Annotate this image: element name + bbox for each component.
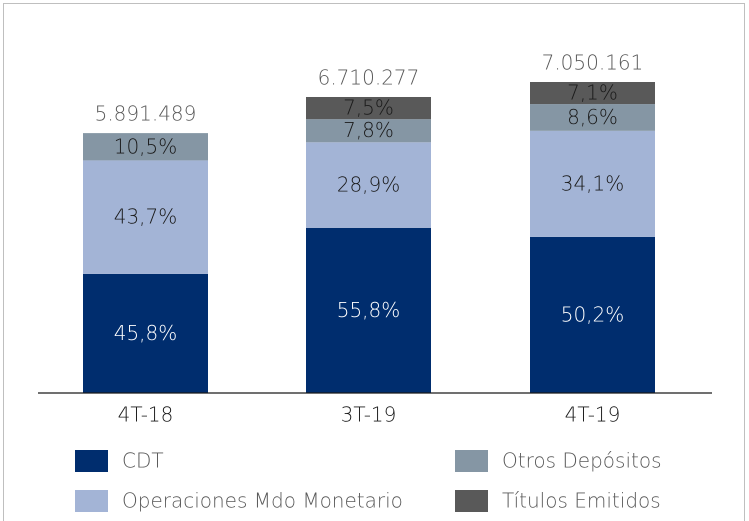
legend-swatch bbox=[455, 450, 488, 472]
total-label: 5.891.489 bbox=[95, 102, 197, 126]
legend-label: Operaciones Mdo Monetario bbox=[122, 489, 403, 513]
x-tick-label: 3T-19 bbox=[341, 403, 397, 427]
value-label: 7,1% bbox=[567, 81, 618, 105]
legend-swatch bbox=[75, 490, 108, 512]
bar-segment bbox=[530, 130, 655, 237]
x-tick-label: 4T-18 bbox=[118, 403, 174, 427]
bar-segment bbox=[530, 104, 655, 131]
bar-segment bbox=[530, 236, 655, 393]
value-label: 43,7% bbox=[114, 205, 178, 229]
x-tick-label: 4T-19 bbox=[565, 403, 621, 427]
total-label: 6.710.277 bbox=[318, 65, 420, 89]
value-label: 45,8% bbox=[114, 321, 178, 345]
legend-label: Otros Depósitos bbox=[502, 449, 662, 473]
total-label: 7.050.161 bbox=[542, 51, 644, 75]
value-label: 50,2% bbox=[561, 302, 625, 326]
legend-label: Títulos Emitidos bbox=[502, 489, 661, 513]
value-label: 28,9% bbox=[337, 173, 401, 197]
bar-segment bbox=[306, 227, 431, 393]
value-label: 34,1% bbox=[561, 171, 625, 195]
bar-segment bbox=[306, 96, 431, 120]
bar-segment bbox=[306, 142, 431, 228]
legend-swatch bbox=[455, 490, 488, 512]
bar-segment bbox=[83, 133, 208, 161]
bar-segment bbox=[83, 273, 208, 393]
value-label: 55,8% bbox=[337, 298, 401, 322]
legend-label: CDT bbox=[122, 449, 164, 473]
legend-swatch bbox=[75, 450, 108, 472]
value-label: 7,8% bbox=[343, 118, 394, 142]
value-label: 10,5% bbox=[114, 134, 178, 158]
bar-segment bbox=[306, 119, 431, 143]
bar-segment bbox=[530, 82, 655, 105]
chart-frame bbox=[3, 3, 745, 521]
bar-segment bbox=[83, 160, 208, 274]
value-label: 8,6% bbox=[567, 105, 618, 129]
value-label: 7,5% bbox=[343, 96, 394, 120]
